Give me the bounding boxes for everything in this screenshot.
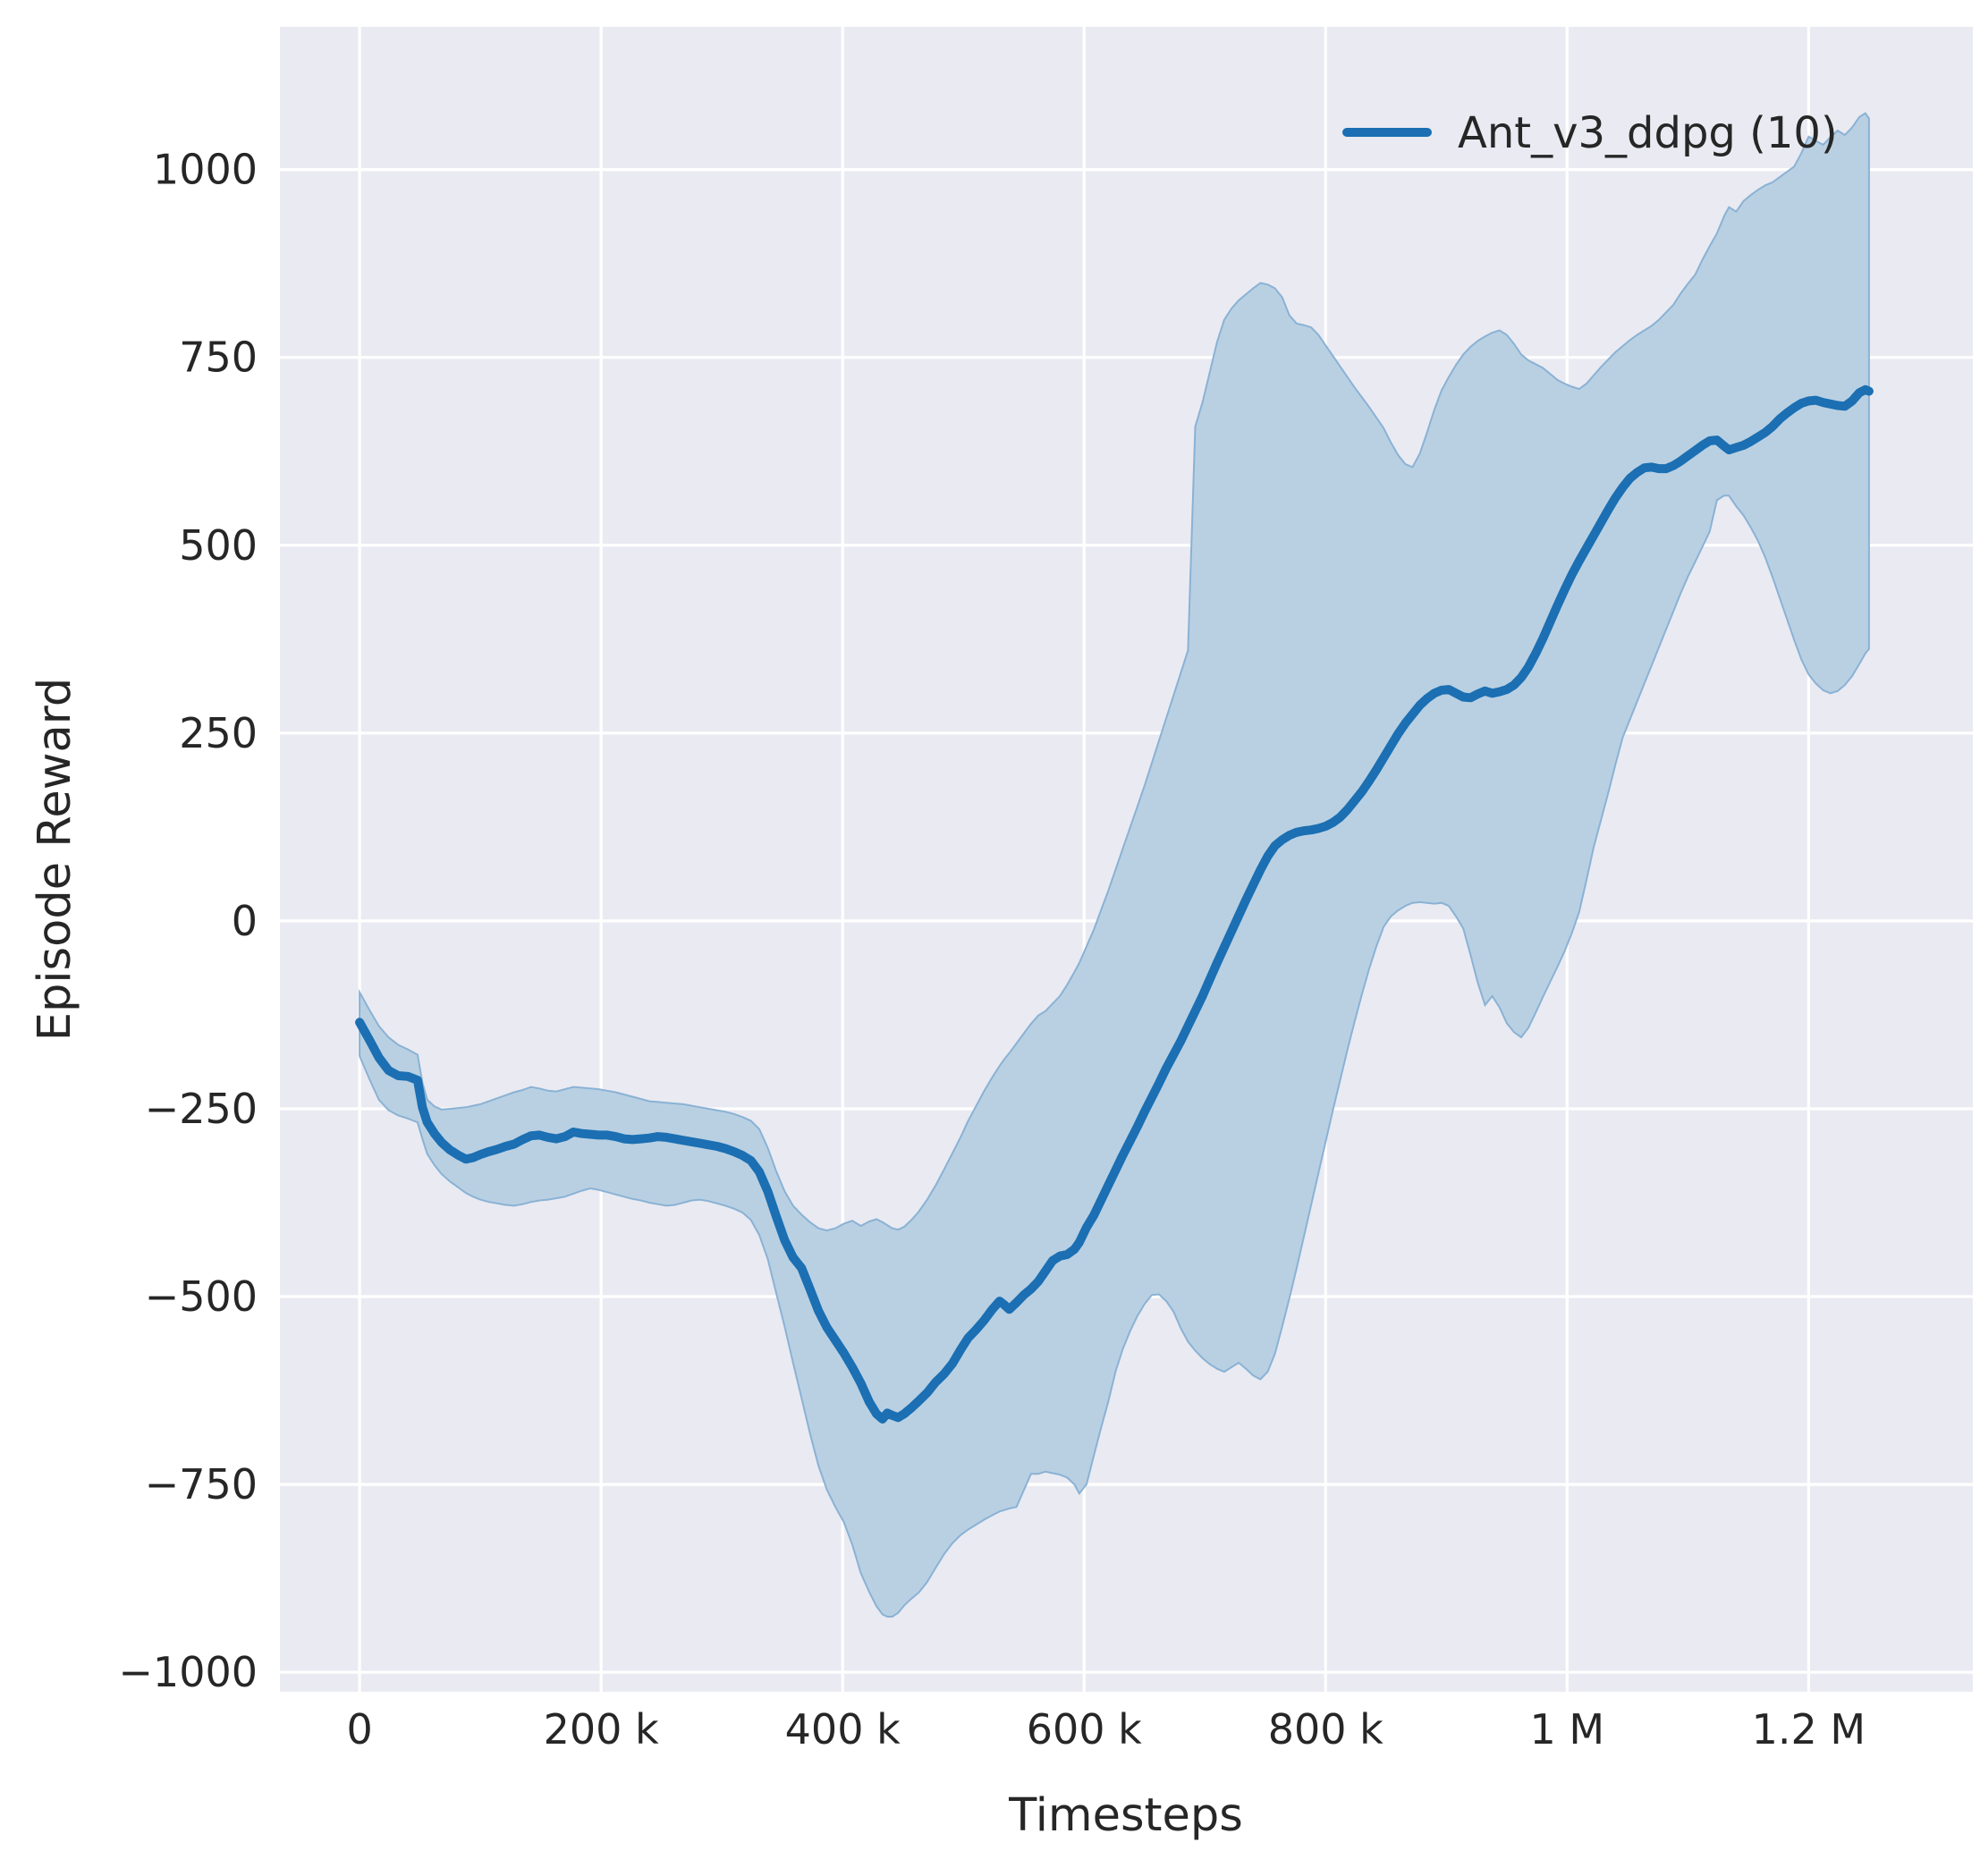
x-tick-label: 200 k: [544, 1705, 659, 1753]
y-tick-label: 500: [179, 521, 258, 570]
x-tick-label: 1.2 M: [1752, 1705, 1866, 1753]
y-axis-label: Episode Reward: [29, 678, 81, 1041]
y-tick-label: −250: [145, 1085, 258, 1133]
y-tick-label: −1000: [118, 1648, 258, 1696]
y-tick-label: 0: [232, 897, 258, 945]
x-tick-label: 0: [346, 1705, 372, 1753]
legend: Ant_v3_ddpg (10): [1342, 108, 1838, 158]
y-tick-label: −750: [145, 1460, 258, 1508]
x-tick-label: 400 k: [785, 1705, 901, 1753]
confidence-band: [359, 112, 1870, 1618]
x-tick-label: 800 k: [1268, 1705, 1383, 1753]
y-tick-labels: −1000 −750 −500 −250 0 250 500 750 1000: [118, 146, 258, 1697]
x-tick-label: 600 k: [1027, 1705, 1142, 1753]
x-axis-label: Timesteps: [1008, 1789, 1243, 1842]
x-tick-label: 1 M: [1530, 1705, 1605, 1753]
y-tick-label: −500: [145, 1272, 258, 1321]
y-tick-label: 1000: [153, 146, 258, 194]
y-tick-label: 750: [179, 334, 258, 382]
mean-reward-line: [355, 384, 1874, 1424]
y-tick-label: 250: [179, 709, 258, 757]
x-tick-labels: 0 200 k 400 k 600 k 800 k 1 M 1.2 M: [346, 1705, 1866, 1753]
legend-label: Ant_v3_ddpg (10): [1458, 108, 1838, 158]
